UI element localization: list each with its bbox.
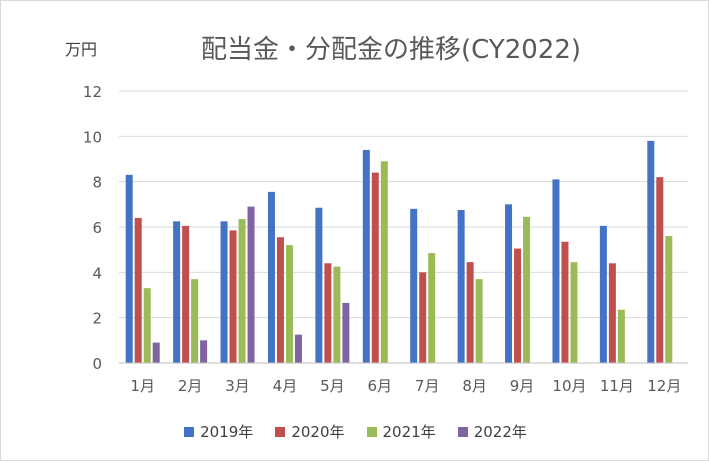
bar <box>182 225 190 363</box>
bar <box>608 263 616 363</box>
x-tick-label: 1月 <box>130 377 155 395</box>
bar <box>380 161 388 363</box>
x-tick-label: 11月 <box>600 377 634 395</box>
bar <box>665 236 673 363</box>
legend-swatch <box>184 426 195 437</box>
y-tick-label: 12 <box>83 83 102 101</box>
x-tick-label: 7月 <box>415 377 440 395</box>
bar <box>134 217 142 363</box>
bar <box>656 177 664 363</box>
bar <box>617 309 625 363</box>
x-tick-label: 10月 <box>552 377 586 395</box>
x-tick-label: 3月 <box>225 377 250 395</box>
legend-item: 2020年 <box>275 421 345 442</box>
bar <box>191 279 199 363</box>
bar <box>229 230 237 363</box>
bar <box>333 266 341 363</box>
bar <box>238 219 246 363</box>
bar <box>342 302 350 363</box>
y-tick-label: 4 <box>92 264 102 282</box>
y-tick-label: 0 <box>92 355 102 373</box>
x-tick-label: 6月 <box>368 377 393 395</box>
bar <box>125 174 133 363</box>
bar <box>276 237 284 363</box>
bar <box>599 225 607 363</box>
legend-label: 2022年 <box>473 423 527 441</box>
bar <box>475 279 483 363</box>
legend-label: 2021年 <box>382 423 436 441</box>
legend-item: 2022年 <box>457 421 527 442</box>
bar <box>200 340 208 363</box>
legend-item: 2019年 <box>184 421 253 442</box>
bar <box>285 245 293 363</box>
bar <box>410 208 418 363</box>
x-tick-label: 2月 <box>178 377 203 395</box>
bar <box>247 206 255 363</box>
x-tick-label: 12月 <box>647 377 681 395</box>
bar <box>220 221 228 363</box>
bar <box>294 334 302 363</box>
y-tick-label: 2 <box>92 310 102 328</box>
legend-label: 2020年 <box>291 423 345 441</box>
legend-swatch <box>366 426 377 437</box>
legend-item: 2021年 <box>366 421 436 442</box>
x-tick-label: 9月 <box>510 377 535 395</box>
y-tick-label: 10 <box>83 128 102 146</box>
y-tick-label: 8 <box>92 174 102 192</box>
bar <box>362 149 370 363</box>
bar <box>561 241 569 363</box>
bar <box>523 216 531 363</box>
bar <box>647 140 655 363</box>
bar <box>152 342 160 363</box>
bar <box>419 272 427 363</box>
x-tick-label: 4月 <box>273 377 298 395</box>
bar <box>428 253 436 363</box>
legend-swatch <box>275 426 286 437</box>
bar <box>173 221 181 363</box>
bar <box>143 288 151 363</box>
bar <box>324 263 332 363</box>
chart-title: 配当金・分配金の推移(CY2022) <box>200 35 582 65</box>
unit-label: 万円 <box>65 40 98 59</box>
bar <box>514 248 522 363</box>
bar <box>505 204 513 363</box>
bar <box>371 172 379 363</box>
legend-swatch <box>457 426 468 437</box>
bar <box>267 191 275 363</box>
legend: 2019年 2020年 2021年 2022年 <box>1 421 709 442</box>
x-tick-label: 5月 <box>320 377 345 395</box>
bar <box>570 262 578 363</box>
legend-label: 2019年 <box>200 423 254 441</box>
bar <box>315 207 323 363</box>
bar <box>466 262 474 363</box>
x-tick-label: 8月 <box>462 377 487 395</box>
bar <box>457 210 465 363</box>
y-tick-label: 6 <box>92 219 102 237</box>
bar <box>552 179 560 363</box>
